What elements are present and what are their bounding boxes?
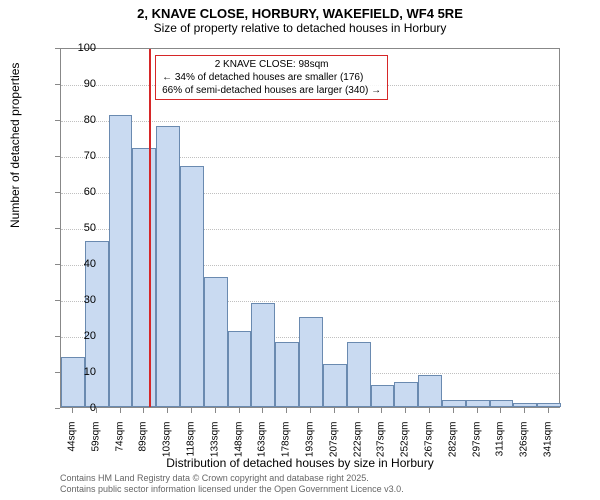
x-tick-label: 267sqm (424, 422, 435, 472)
x-tick-mark (477, 408, 478, 413)
x-tick-mark (120, 408, 121, 413)
x-tick-label: 133sqm (209, 422, 220, 472)
x-tick-label: 222sqm (352, 422, 363, 472)
histogram-bar (347, 342, 371, 407)
annotation-line: ← 34% of detached houses are smaller (17… (162, 71, 381, 84)
y-tick-label: 10 (66, 366, 96, 378)
histogram-bar (537, 403, 561, 407)
x-tick-mark (143, 408, 144, 413)
histogram-bar (228, 331, 252, 407)
y-tick-label: 90 (66, 78, 96, 90)
x-tick-label: 178sqm (281, 422, 292, 472)
chart-title-desc: Size of property relative to detached ho… (0, 21, 600, 35)
x-tick-label: 163sqm (257, 422, 268, 472)
y-tick-mark (55, 372, 60, 373)
x-tick-mark (334, 408, 335, 413)
gridline (61, 121, 559, 122)
x-tick-mark (500, 408, 501, 413)
x-tick-mark (405, 408, 406, 413)
x-tick-mark (96, 408, 97, 413)
histogram-bar (442, 400, 466, 407)
y-tick-label: 50 (66, 222, 96, 234)
x-tick-mark (381, 408, 382, 413)
y-tick-mark (55, 228, 60, 229)
x-tick-label: 74sqm (114, 422, 125, 472)
footer-attribution: Contains HM Land Registry data © Crown c… (60, 473, 404, 495)
x-tick-mark (429, 408, 430, 413)
y-tick-label: 60 (66, 186, 96, 198)
y-tick-label: 70 (66, 150, 96, 162)
histogram-bar (204, 277, 228, 407)
y-tick-mark (55, 156, 60, 157)
y-tick-mark (55, 336, 60, 337)
chart-plot-area: 2 KNAVE CLOSE: 98sqm← 34% of detached ho… (60, 48, 560, 408)
x-tick-mark (191, 408, 192, 413)
footer-line1: Contains HM Land Registry data © Crown c… (60, 473, 404, 484)
x-tick-mark (167, 408, 168, 413)
x-tick-label: 311sqm (495, 422, 506, 472)
y-tick-mark (55, 84, 60, 85)
histogram-bar (323, 364, 347, 407)
y-tick-mark (55, 120, 60, 121)
x-tick-mark (548, 408, 549, 413)
x-tick-label: 326sqm (519, 422, 530, 472)
histogram-bar (180, 166, 204, 407)
x-tick-label: 118sqm (185, 422, 196, 472)
reference-line (149, 49, 151, 407)
annotation-line: 2 KNAVE CLOSE: 98sqm (162, 58, 381, 71)
histogram-bar (371, 385, 395, 407)
x-tick-mark (310, 408, 311, 413)
x-tick-label: 193sqm (305, 422, 316, 472)
y-tick-label: 40 (66, 258, 96, 270)
y-tick-label: 80 (66, 114, 96, 126)
x-tick-mark (453, 408, 454, 413)
chart-title-address: 2, KNAVE CLOSE, HORBURY, WAKEFIELD, WF4 … (0, 6, 600, 21)
annotation-line: 66% of semi-detached houses are larger (… (162, 84, 381, 97)
y-tick-label: 100 (66, 42, 96, 54)
x-tick-label: 252sqm (400, 422, 411, 472)
x-tick-label: 148sqm (233, 422, 244, 472)
histogram-bar (109, 115, 133, 407)
histogram-bar (418, 375, 442, 407)
y-tick-mark (55, 300, 60, 301)
histogram-bar (132, 148, 156, 407)
reference-annotation: 2 KNAVE CLOSE: 98sqm← 34% of detached ho… (155, 55, 388, 100)
x-tick-label: 341sqm (543, 422, 554, 472)
y-tick-label: 0 (66, 402, 96, 414)
x-tick-mark (215, 408, 216, 413)
x-tick-label: 282sqm (447, 422, 458, 472)
histogram-bar (490, 400, 514, 407)
x-tick-mark (358, 408, 359, 413)
y-tick-mark (55, 264, 60, 265)
x-tick-label: 59sqm (90, 422, 101, 472)
footer-line2: Contains public sector information licen… (60, 484, 404, 495)
histogram-bar (513, 403, 537, 407)
x-tick-label: 89sqm (138, 422, 149, 472)
x-tick-label: 237sqm (376, 422, 387, 472)
x-tick-mark (286, 408, 287, 413)
histogram-bar (299, 317, 323, 407)
x-tick-mark (72, 408, 73, 413)
histogram-bar (466, 400, 490, 407)
x-tick-label: 103sqm (162, 422, 173, 472)
histogram-bar (251, 303, 275, 407)
y-tick-mark (55, 192, 60, 193)
y-tick-label: 20 (66, 330, 96, 342)
histogram-bar (156, 126, 180, 407)
y-tick-mark (55, 408, 60, 409)
histogram-bar (61, 357, 85, 407)
y-tick-mark (55, 48, 60, 49)
x-tick-mark (262, 408, 263, 413)
x-tick-label: 44sqm (66, 422, 77, 472)
x-tick-label: 297sqm (471, 422, 482, 472)
x-tick-mark (239, 408, 240, 413)
y-tick-label: 30 (66, 294, 96, 306)
histogram-bar (275, 342, 299, 407)
x-tick-mark (524, 408, 525, 413)
histogram-bar (394, 382, 418, 407)
x-tick-label: 207sqm (328, 422, 339, 472)
y-axis-label: Number of detached properties (8, 63, 22, 228)
